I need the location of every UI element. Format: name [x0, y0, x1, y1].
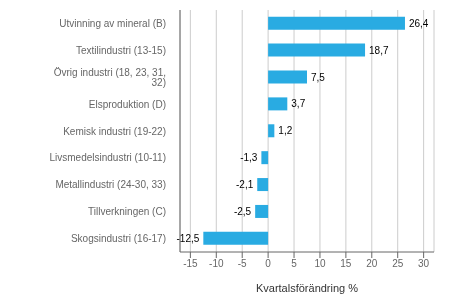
svg-text:-10: -10 [209, 258, 224, 269]
svg-text:Utvinning av mineral (B): Utvinning av mineral (B) [59, 18, 166, 29]
svg-text:25: 25 [392, 258, 404, 269]
svg-text:Kemisk industri (19-22): Kemisk industri (19-22) [63, 126, 166, 137]
svg-text:3,7: 3,7 [291, 98, 305, 109]
svg-text:-2,5: -2,5 [234, 206, 252, 217]
svg-text:-2,1: -2,1 [236, 179, 254, 190]
svg-text:Övrig industri (18, 23, 31,32): Övrig industri (18, 23, 31,32) [54, 67, 166, 88]
svg-text:26,4: 26,4 [409, 18, 429, 29]
svg-text:-5: -5 [238, 258, 247, 269]
svg-text:Skogsindustri (16-17): Skogsindustri (16-17) [71, 233, 166, 244]
svg-text:Tillverkningen (C): Tillverkningen (C) [88, 206, 166, 217]
svg-text:-12,5: -12,5 [177, 233, 200, 244]
svg-text:-1,3: -1,3 [240, 152, 258, 163]
svg-text:Textilindustri (13-15): Textilindustri (13-15) [76, 45, 166, 56]
svg-text:7,5: 7,5 [311, 72, 325, 83]
svg-text:30: 30 [418, 258, 430, 269]
svg-text:-15: -15 [183, 258, 198, 269]
svg-text:Elsproduktion (D): Elsproduktion (D) [89, 99, 166, 110]
svg-text:Kvartalsförändring %: Kvartalsförändring % [256, 282, 358, 294]
svg-text:15: 15 [340, 258, 352, 269]
svg-text:20: 20 [366, 258, 378, 269]
svg-text:Metallindustri (24-30, 33): Metallindustri (24-30, 33) [55, 179, 166, 190]
svg-text:0: 0 [265, 258, 271, 269]
svg-text:Livsmedelsindustri (10-11): Livsmedelsindustri (10-11) [49, 152, 166, 163]
svg-text:1,2: 1,2 [278, 125, 292, 136]
svg-text:18,7: 18,7 [369, 45, 389, 56]
svg-text:10: 10 [314, 258, 326, 269]
svg-text:5: 5 [291, 258, 297, 269]
